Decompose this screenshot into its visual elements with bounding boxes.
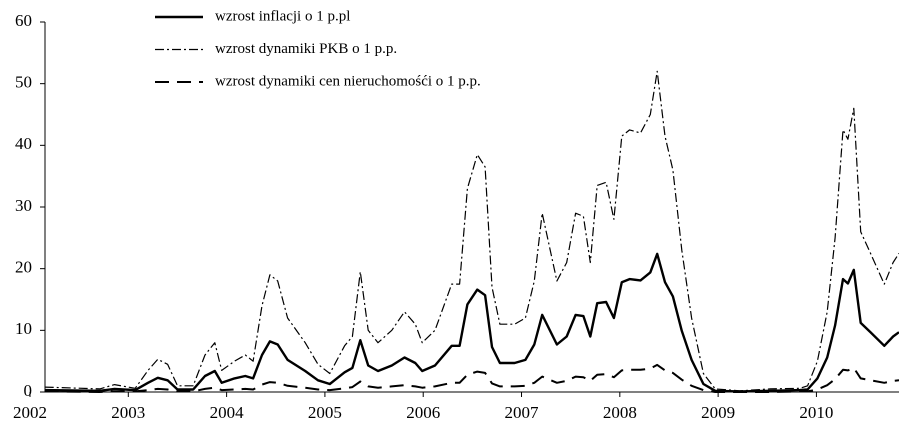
- series-line: [44, 363, 899, 393]
- x-tick-label: 2002: [13, 403, 47, 422]
- legend-label: wzrost dynamiki PKB o 1 p.p.: [215, 41, 397, 57]
- x-tick-label: 2003: [111, 403, 145, 422]
- x-tick-label: 2008: [603, 403, 637, 422]
- series-line: [44, 70, 899, 392]
- legend-label: wzrost dynamiki cen nieruchomośći o 1 p.…: [215, 73, 481, 89]
- legend-label: wzrost inflacji o 1 p.pl: [215, 8, 350, 24]
- x-tick-label: 2004: [210, 403, 245, 422]
- y-tick-label: 40: [15, 134, 32, 153]
- y-tick-label: 60: [15, 11, 32, 30]
- x-tick-label: 2010: [799, 403, 833, 422]
- y-tick-label: 20: [15, 258, 32, 277]
- x-tick-label: 2009: [701, 403, 735, 422]
- x-tick-label: 2005: [308, 403, 342, 422]
- x-tick-label: 2007: [505, 403, 540, 422]
- x-tick-label: 2006: [406, 403, 440, 422]
- y-tick-label: 0: [24, 381, 33, 400]
- y-tick-label: 10: [15, 319, 32, 338]
- y-tick-label: 50: [15, 73, 32, 92]
- series-line: [44, 252, 899, 393]
- y-tick-label: 30: [15, 196, 32, 215]
